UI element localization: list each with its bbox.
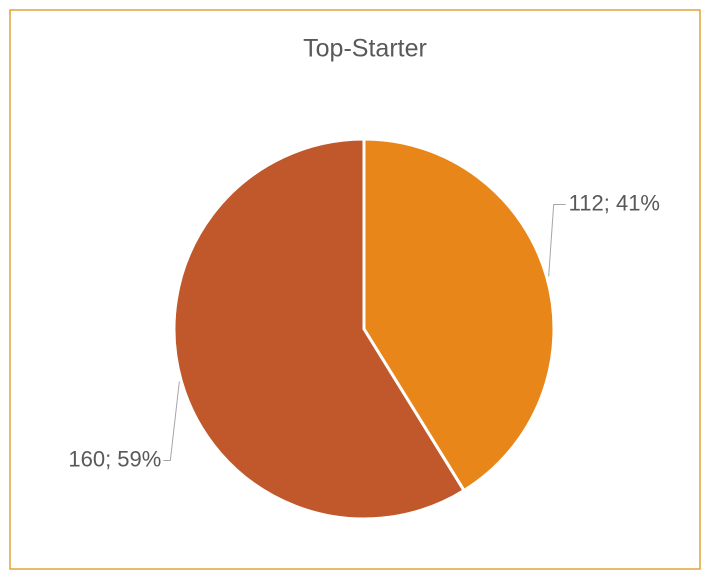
chart-title: Top-Starter xyxy=(303,35,427,63)
pie-slice xyxy=(362,137,556,493)
data-label: 160; 59% xyxy=(68,446,161,471)
leader-line xyxy=(163,381,180,462)
leader-line xyxy=(548,203,566,277)
data-label: 112; 41% xyxy=(569,190,660,215)
pie-slice xyxy=(172,137,467,521)
